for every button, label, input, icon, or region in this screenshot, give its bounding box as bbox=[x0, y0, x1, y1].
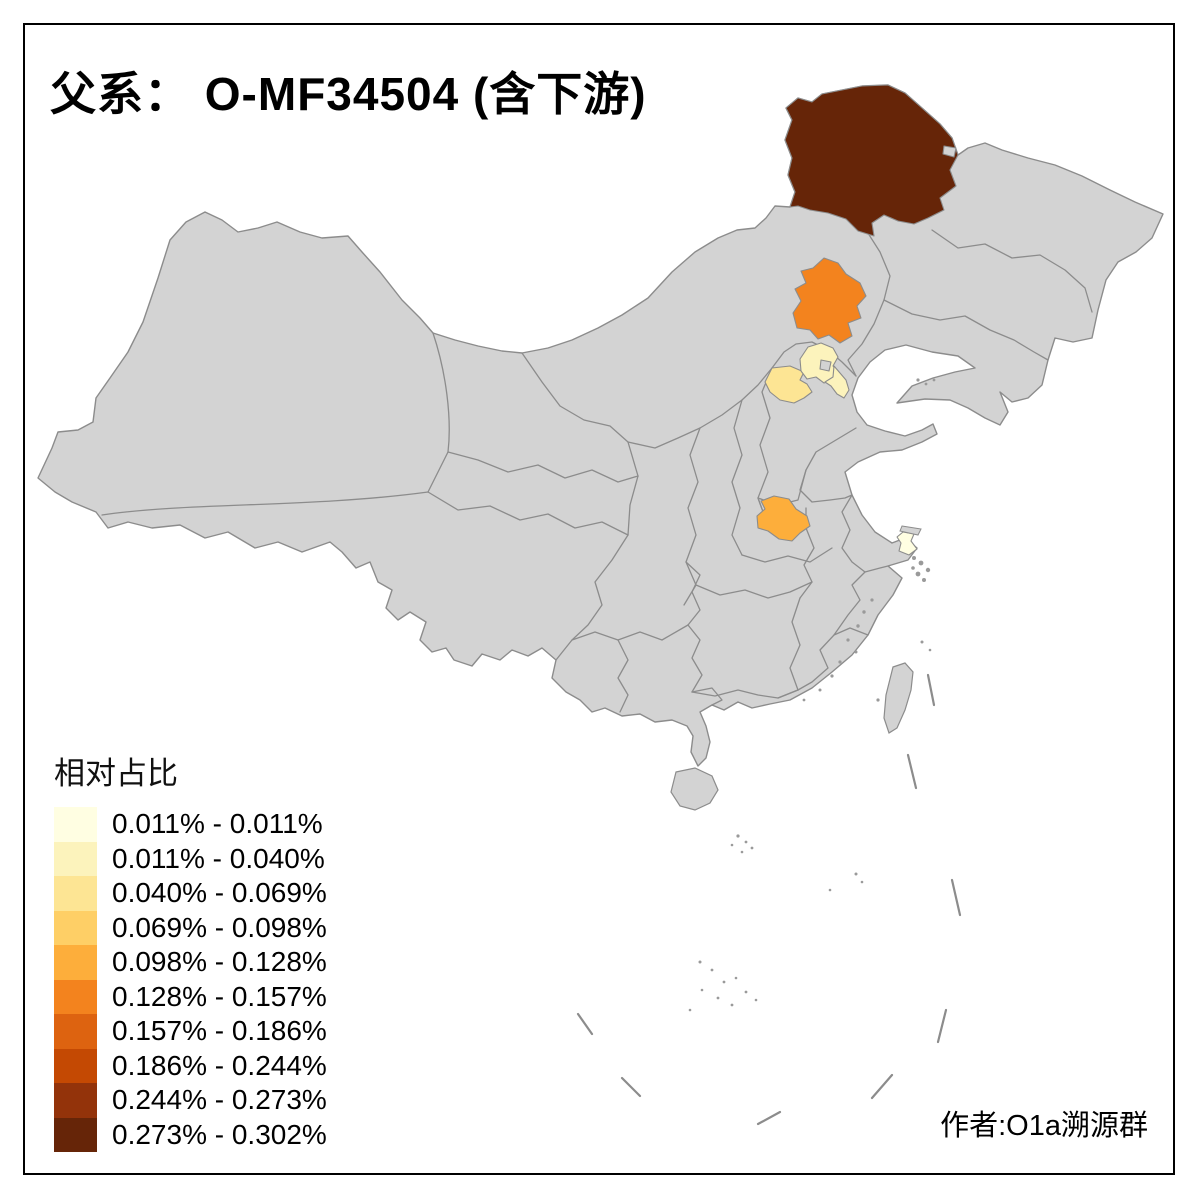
legend-title: 相对占比 bbox=[54, 756, 178, 791]
legend-label: 0.186% - 0.244% bbox=[112, 1049, 327, 1081]
region-yangtze-delta-pale bbox=[896, 531, 918, 556]
legend-swatch bbox=[54, 910, 97, 945]
legend-item: 0.098% - 0.128% bbox=[54, 945, 327, 980]
page-title: 父系： O-MF34504 (含下游) bbox=[50, 68, 647, 120]
islands bbox=[576, 378, 962, 1126]
legend-swatch bbox=[54, 876, 97, 911]
legend-label: 0.011% - 0.011% bbox=[112, 808, 323, 839]
south-sea-islets bbox=[688, 834, 864, 1012]
legend-item: 0.273% - 0.302% bbox=[54, 1117, 327, 1152]
legend-item: 0.040% - 0.069% bbox=[54, 876, 327, 911]
legend-item: 0.157% - 0.186% bbox=[54, 1014, 327, 1049]
colored-regions bbox=[756, 84, 959, 556]
legend-swatch bbox=[54, 945, 97, 980]
legend-swatch bbox=[54, 979, 97, 1014]
legend-item: 0.244% - 0.273% bbox=[54, 1083, 327, 1118]
legend-item: 0.069% - 0.098% bbox=[54, 910, 327, 945]
taiwan-island bbox=[883, 662, 914, 734]
legend-label: 0.069% - 0.098% bbox=[112, 911, 327, 943]
legend-item: 0.186% - 0.244% bbox=[54, 1048, 327, 1083]
region-tianjin-pale bbox=[824, 365, 850, 399]
legend-item: 0.128% - 0.157% bbox=[54, 979, 327, 1014]
author-credit: 作者:O1a溯源群 bbox=[940, 1110, 1148, 1142]
legend-label: 0.011% - 0.040% bbox=[112, 842, 325, 874]
region-northeast-dark-hole bbox=[942, 145, 957, 158]
legend-item: 0.011% - 0.040% bbox=[54, 841, 327, 876]
nine-dash-line bbox=[576, 673, 962, 1126]
legend-swatch bbox=[54, 807, 97, 842]
legend: 相对占比 0.011% - 0.011% 0.011% - 0.040% 0.0… bbox=[54, 748, 327, 1152]
region-beijing-hole bbox=[819, 359, 832, 372]
legend-swatch bbox=[54, 841, 97, 876]
plot-frame bbox=[23, 23, 1175, 1175]
legend-item: 0.011% - 0.011% bbox=[54, 807, 327, 842]
legend-label: 0.157% - 0.186% bbox=[112, 1015, 327, 1046]
legend-label: 0.244% - 0.273% bbox=[112, 1084, 327, 1115]
coastal-islets bbox=[802, 378, 936, 702]
chongming-island bbox=[899, 525, 922, 536]
legend-label: 0.098% - 0.128% bbox=[112, 946, 327, 977]
region-ne-orange bbox=[792, 257, 867, 344]
legend-swatch bbox=[54, 1083, 97, 1118]
hainan-island bbox=[670, 767, 719, 811]
legend-label: 0.128% - 0.157% bbox=[112, 980, 327, 1012]
legend-swatch bbox=[54, 1014, 97, 1049]
legend-swatch bbox=[54, 1117, 97, 1152]
region-northeast-dark bbox=[784, 84, 959, 237]
region-central-orange bbox=[756, 495, 811, 542]
legend-swatch bbox=[54, 1048, 97, 1083]
legend-label: 0.040% - 0.069% bbox=[112, 877, 327, 908]
legend-label: 0.273% - 0.302% bbox=[112, 1118, 327, 1150]
